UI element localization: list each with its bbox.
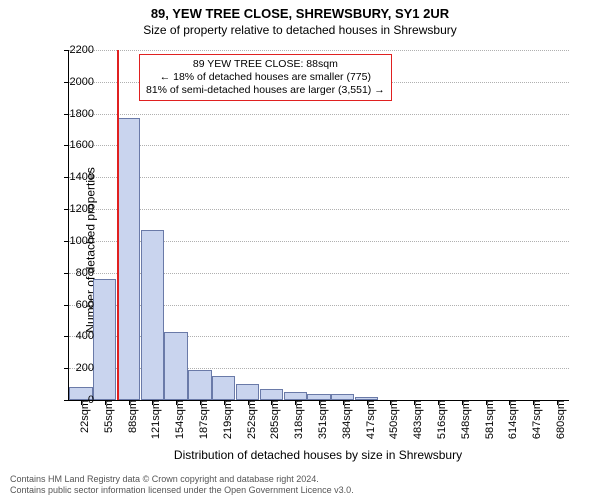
xtick-label: 88sqm	[127, 400, 139, 433]
bar	[236, 384, 259, 400]
ytick-label: 600	[44, 299, 94, 311]
xtick-label: 450sqm	[388, 400, 400, 439]
bar	[260, 389, 283, 400]
footnote: Contains HM Land Registry data © Crown c…	[10, 474, 354, 496]
xtick-label: 219sqm	[222, 400, 234, 439]
ytick-label: 1000	[44, 235, 94, 247]
ytick-label: 1600	[44, 139, 94, 151]
footnote-line-1: Contains HM Land Registry data © Crown c…	[10, 474, 354, 485]
xtick-label: 581sqm	[484, 400, 496, 439]
highlight-line	[117, 50, 119, 400]
chart-plot-area: 22sqm55sqm88sqm121sqm154sqm187sqm219sqm2…	[68, 50, 569, 401]
page-subtitle: Size of property relative to detached ho…	[0, 21, 600, 37]
gridline	[69, 177, 569, 178]
bar	[141, 230, 164, 400]
xtick-label: 680sqm	[555, 400, 567, 439]
xtick-label: 121sqm	[150, 400, 162, 439]
ytick-label: 2000	[44, 76, 94, 88]
gridline	[69, 145, 569, 146]
xtick-label: 55sqm	[103, 400, 115, 433]
xtick-label: 351sqm	[317, 400, 329, 439]
ytick-label: 1200	[44, 203, 94, 215]
xtick-label: 384sqm	[341, 400, 353, 439]
xtick-label: 318sqm	[293, 400, 305, 439]
xtick-label: 417sqm	[365, 400, 377, 439]
gridline	[69, 114, 569, 115]
bar	[117, 118, 140, 400]
ytick-label: 1800	[44, 108, 94, 120]
bar	[93, 279, 116, 400]
ytick-label: 2200	[44, 44, 94, 56]
xtick-label: 285sqm	[269, 400, 281, 439]
page-title: 89, YEW TREE CLOSE, SHREWSBURY, SY1 2UR	[0, 0, 600, 21]
ytick-label: 200	[44, 362, 94, 374]
xtick-label: 614sqm	[507, 400, 519, 439]
footnote-line-2: Contains public sector information licen…	[10, 485, 354, 496]
xtick-label: 187sqm	[198, 400, 210, 439]
bar	[188, 370, 211, 400]
annotation-line: ← 18% of detached houses are smaller (77…	[146, 71, 385, 84]
gridline	[69, 50, 569, 51]
ytick-label: 0	[44, 394, 94, 406]
xtick-label: 548sqm	[460, 400, 472, 439]
bar	[212, 376, 235, 400]
ytick-label: 400	[44, 330, 94, 342]
bar	[284, 392, 307, 400]
x-axis-label: Distribution of detached houses by size …	[68, 448, 568, 462]
annotation-line: 89 YEW TREE CLOSE: 88sqm	[146, 58, 385, 71]
xtick-label: 252sqm	[246, 400, 258, 439]
gridline	[69, 209, 569, 210]
ytick-label: 1400	[44, 171, 94, 183]
bar	[164, 332, 187, 400]
xtick-label: 647sqm	[531, 400, 543, 439]
annotation-line: 81% of semi-detached houses are larger (…	[146, 84, 385, 97]
xtick-label: 154sqm	[174, 400, 186, 439]
annotation-box: 89 YEW TREE CLOSE: 88sqm← 18% of detache…	[139, 54, 392, 101]
ytick-label: 800	[44, 267, 94, 279]
xtick-label: 483sqm	[412, 400, 424, 439]
xtick-label: 516sqm	[436, 400, 448, 439]
